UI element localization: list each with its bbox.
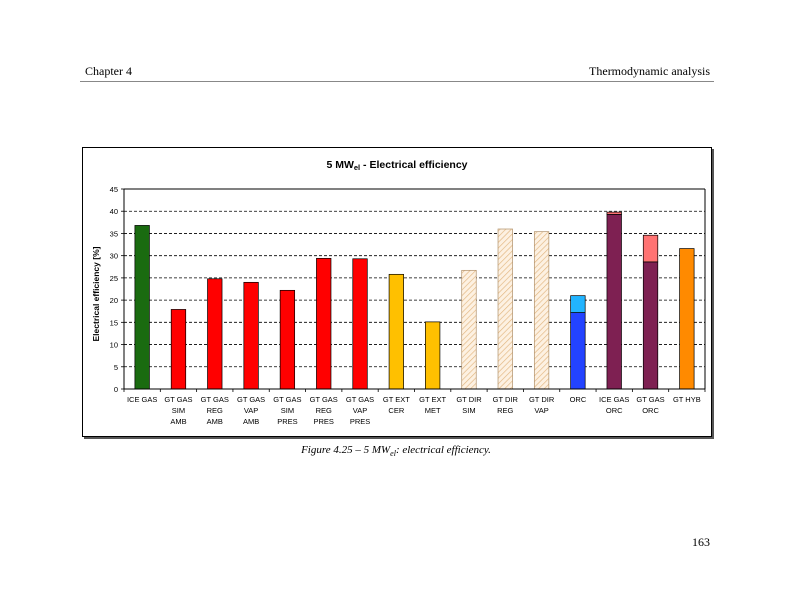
x-tick-label: GT GAS xyxy=(237,395,265,404)
y-tick-label: 45 xyxy=(110,185,118,194)
x-tick-label: GT GAS xyxy=(310,395,338,404)
bar-16-segment-1 xyxy=(679,248,695,390)
section-header: Thermodynamic analysis xyxy=(589,64,710,78)
y-tick-label: 15 xyxy=(110,318,118,327)
x-tick-label: VAP xyxy=(353,406,367,415)
bar-11-segment-1 xyxy=(497,228,513,390)
y-tick-label: 10 xyxy=(110,341,118,350)
bar-3-segment-1 xyxy=(207,278,223,390)
chart-title: 5 MWel - Electrical efficiency xyxy=(326,159,467,172)
bar-9-segment-1 xyxy=(425,321,441,390)
bar-4-segment-1 xyxy=(243,281,259,390)
x-tick-label: GT GAS xyxy=(346,395,374,404)
x-tick-label: SIM xyxy=(281,406,294,415)
x-tick-label: GT GAS xyxy=(636,395,664,404)
bar-14-segment-2 xyxy=(606,211,622,215)
page-number: 163 xyxy=(692,535,710,549)
x-tick-label: AMB xyxy=(207,417,223,426)
bar-14-segment-1 xyxy=(606,213,622,390)
bar-10-segment-1 xyxy=(461,269,477,390)
bar-13-segment-2 xyxy=(570,295,586,313)
bars xyxy=(134,211,695,390)
bar-7-segment-1 xyxy=(352,258,368,390)
y-tick-label: 35 xyxy=(110,229,118,238)
y-axis-title: Electrical efficiency [%] xyxy=(91,246,101,341)
efficiency-bar-chart: 5 MWel - Electrical efficiency Electrica… xyxy=(91,159,706,426)
x-tick-label: MET xyxy=(425,406,441,415)
x-tick-label: GT DIR xyxy=(529,395,555,404)
x-tick-label: ORC xyxy=(642,406,659,415)
x-tick-label: ORC xyxy=(606,406,623,415)
x-tick-label: GT EXT xyxy=(419,395,446,404)
x-tick-label: ICE GAS xyxy=(599,395,629,404)
x-tick-label: VAP xyxy=(244,406,258,415)
x-tick-label: GT GAS xyxy=(273,395,301,404)
y-tick-label: 30 xyxy=(110,252,118,261)
x-tick-label: PRES xyxy=(277,417,297,426)
x-tick-label: GT GAS xyxy=(201,395,229,404)
bar-12-segment-1 xyxy=(533,231,550,390)
bar-13-segment-1 xyxy=(570,312,586,390)
x-tick-label: REG xyxy=(497,406,513,415)
chart-frame: 5 MWel - Electrical efficiency Electrica… xyxy=(82,147,712,437)
bar-15-segment-1 xyxy=(642,261,659,390)
x-tick-label: PRES xyxy=(350,417,370,426)
x-tick-label: GT DIR xyxy=(493,395,519,404)
x-tick-label: ICE GAS xyxy=(127,395,157,404)
x-tick-label: SIM xyxy=(462,406,475,415)
chapter-header: Chapter 4 xyxy=(85,64,132,78)
x-tick-label: AMB xyxy=(170,417,186,426)
x-tick-label: VAP xyxy=(534,406,548,415)
x-tick-label: REG xyxy=(316,406,332,415)
y-tick-label: 0 xyxy=(114,385,118,394)
x-tick-label: AMB xyxy=(243,417,259,426)
x-tick-label: CER xyxy=(388,406,404,415)
y-tick-label: 20 xyxy=(110,296,118,305)
tick-labels: 0 5 10 15 20 25 30 35 40 45 ICE GAS GT GAS SIM AMB GT … xyxy=(110,185,701,426)
x-tick-label: REG xyxy=(207,406,223,415)
axes xyxy=(121,188,706,392)
x-tick-label: GT DIR xyxy=(456,395,482,404)
y-tick-label: 5 xyxy=(114,363,118,372)
x-tick-label: PRES xyxy=(314,417,334,426)
x-tick-label: GT GAS xyxy=(164,395,192,404)
bar-8-segment-1 xyxy=(388,273,404,390)
x-tick-label: ORC xyxy=(570,395,587,404)
bar-2-segment-1 xyxy=(170,309,187,390)
bar-6-segment-1 xyxy=(316,257,332,390)
bar-1-segment-1 xyxy=(134,225,150,390)
y-tick-label: 25 xyxy=(110,274,118,283)
x-tick-label: GT EXT xyxy=(383,395,410,404)
header-rule xyxy=(80,81,714,82)
figure-caption: Figure 4.25 – 5 MWel: electrical efficie… xyxy=(301,444,491,459)
y-tick-label: 40 xyxy=(110,207,118,216)
bar-15-segment-2 xyxy=(642,234,659,263)
x-tick-label: SIM xyxy=(172,406,185,415)
x-tick-label: GT HYB xyxy=(673,395,701,404)
bar-5-segment-1 xyxy=(279,289,296,390)
